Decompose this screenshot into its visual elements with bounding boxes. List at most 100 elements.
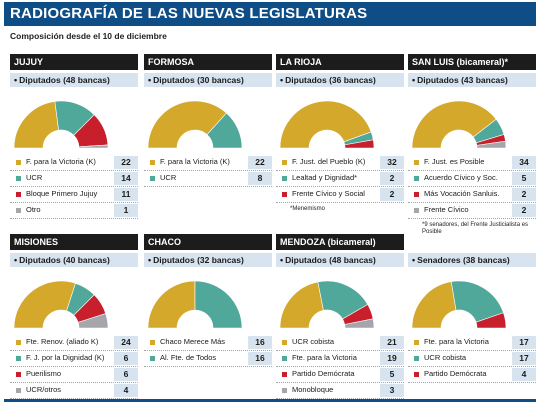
legend-row: UCR/otros 4 — [10, 383, 138, 399]
donut-slice-frente-civico — [476, 140, 507, 149]
chart-subtitle-text: Diputados (32 bancas) — [153, 255, 244, 265]
legend-row: F. J. por la Dignidad (K) 6 — [10, 351, 138, 367]
chart-footnote: *Menemismo — [290, 206, 326, 212]
legend-value: 22 — [114, 156, 138, 169]
legend-row: F. para la Victoria (K) 22 — [144, 155, 272, 171]
half-donut-chart — [13, 280, 109, 329]
chart-subtitle: • Diputados (36 bancas) — [276, 73, 404, 87]
legend-swatch — [150, 356, 155, 361]
legend-value: 2 — [380, 172, 404, 185]
bullet-icon: • — [148, 75, 152, 85]
half-donut-chart — [411, 280, 507, 329]
legend-label: Acuerdo Cívico y Soc. — [424, 173, 498, 182]
donut-slice-frente-civico-y-social — [344, 139, 375, 149]
donut-slice-partido-democrata — [475, 312, 507, 329]
page-subtitle: Composición desde el 10 de diciembre — [10, 31, 167, 41]
half-donut-chart — [147, 280, 243, 329]
legend-label: Otro — [26, 205, 41, 214]
legend-label: F. para la Victoria (K) — [26, 157, 96, 166]
bottom-rule — [4, 399, 536, 402]
chart-legend: Fte. Renov. (aliado K) 24 F. J. por la Dig… — [10, 335, 138, 399]
legend-value: 16 — [248, 336, 272, 349]
chart-legend: F. para la Victoria (K) 22 UCR 8 — [144, 155, 272, 187]
half-donut-chart — [279, 280, 375, 329]
legend-row: F. Just. del Pueblo (K) 32 — [276, 155, 404, 171]
chart-legend: Chaco Merece Más 16 Al. Fte. de Todos 16 — [144, 335, 272, 367]
chart-subtitle: • Diputados (40 bancas) — [10, 253, 138, 267]
legend-label: Frente Cívico y Social — [292, 189, 365, 198]
legend-swatch — [16, 192, 21, 197]
legend-swatch — [282, 340, 287, 345]
legend-value: 2 — [512, 204, 536, 217]
chart-title — [408, 234, 536, 250]
chart-subtitle-text: Diputados (43 bancas) — [417, 75, 508, 85]
legend-row: Acuerdo Cívico y Soc. 5 — [408, 171, 536, 187]
chart-subtitle-text: Diputados (36 bancas) — [285, 75, 376, 85]
chart-footnote: *9 senadores, del Frente Justicialista e… — [422, 222, 529, 235]
donut-slice-f-para-la-victoria-k — [13, 101, 59, 149]
legend-swatch — [16, 176, 21, 181]
legend-row: Bloque Primero Jujuy 11 — [10, 187, 138, 203]
legend-swatch — [150, 340, 155, 345]
legend-swatch — [282, 192, 287, 197]
legend-label: Fte. para la Victoria — [424, 337, 489, 346]
donut-slice-otro — [78, 144, 109, 149]
legend-swatch — [282, 356, 287, 361]
legend-swatch — [282, 388, 287, 393]
legend-swatch — [282, 176, 287, 181]
chart-panel: MISIONES • Diputados (40 bancas) Fte. Renov… — [10, 234, 138, 404]
chart-title: SAN LUIS (bicameral)* — [408, 54, 536, 70]
chart-title: LA RIOJA — [276, 54, 404, 70]
legend-value: 5 — [512, 172, 536, 185]
chart-subtitle: • Diputados (30 bancas) — [144, 73, 272, 87]
legend-swatch — [414, 176, 419, 181]
donut-slice-fte-renov-aliado-k — [13, 280, 76, 329]
legend-label: UCR/otros — [26, 385, 62, 394]
chart-panel: LA RIOJA • Diputados (36 bancas) F. Just. d… — [276, 54, 404, 224]
legend-value: 6 — [114, 352, 138, 365]
legend-swatch — [150, 176, 155, 181]
chart-title: MISIONES — [10, 234, 138, 250]
legend-swatch — [414, 356, 419, 361]
chart-legend: F. para la Victoria (K) 22 UCR 14 Bloque Pri… — [10, 155, 138, 219]
legend-row: Partido Demócrata 4 — [408, 367, 536, 383]
legend-value: 17 — [512, 336, 536, 349]
legend-value: 6 — [114, 368, 138, 381]
legend-swatch — [414, 340, 419, 345]
chart-subtitle: • Senadores (38 bancas) — [408, 253, 536, 267]
chart-subtitle-text: Diputados (48 bancas) — [19, 75, 110, 85]
chart-panel: CHACO • Diputados (32 bancas) Chaco Merece … — [144, 234, 272, 404]
chart-title: CHACO — [144, 234, 272, 250]
legend-value: 2 — [512, 188, 536, 201]
bullet-icon: • — [412, 255, 416, 265]
half-donut-chart — [13, 100, 109, 149]
legend-swatch — [282, 372, 287, 377]
legend-swatch — [16, 356, 21, 361]
legend-swatch — [282, 160, 287, 165]
legend-row: Frente Cívico y Social 2 — [276, 187, 404, 203]
chart-subtitle: • Diputados (32 bancas) — [144, 253, 272, 267]
donut-slice-f-para-la-victoria-k — [147, 100, 227, 149]
chart-subtitle: • Diputados (43 bancas) — [408, 73, 536, 87]
half-donut-chart — [147, 100, 243, 149]
donut-slice-fte-para-la-victoria — [411, 281, 457, 329]
chart-panel: FORMOSA • Diputados (30 bancas) F. para la … — [144, 54, 272, 224]
legend-label: UCR — [160, 173, 177, 182]
page-title: RADIOGRAFÍA DE LAS NUEVAS LEGISLATURAS — [4, 2, 536, 26]
legend-label: Partido Demócrata — [292, 369, 355, 378]
legend-label: F. J. por la Dignidad (K) — [26, 353, 105, 362]
legend-swatch — [16, 340, 21, 345]
legend-label: Monobloque — [292, 385, 334, 394]
half-donut-chart — [279, 100, 375, 149]
chart-subtitle-text: Diputados (40 bancas) — [19, 255, 110, 265]
donut-slice-f-just-del-pueblo-k — [279, 100, 372, 149]
legend-label: UCR cobista — [292, 337, 335, 346]
legend-row: Partido Demócrata 5 — [276, 367, 404, 383]
legend-value: 1 — [114, 204, 138, 217]
chart-panel: MENDOZA (bicameral) • Diputados (48 bancas… — [276, 234, 404, 404]
chart-title: MENDOZA (bicameral) — [276, 234, 404, 250]
legend-value: 19 — [380, 352, 404, 365]
bullet-icon: • — [148, 255, 152, 265]
legend-value: 32 — [380, 156, 404, 169]
legend-row: F. Just. es Posible 34 — [408, 155, 536, 171]
